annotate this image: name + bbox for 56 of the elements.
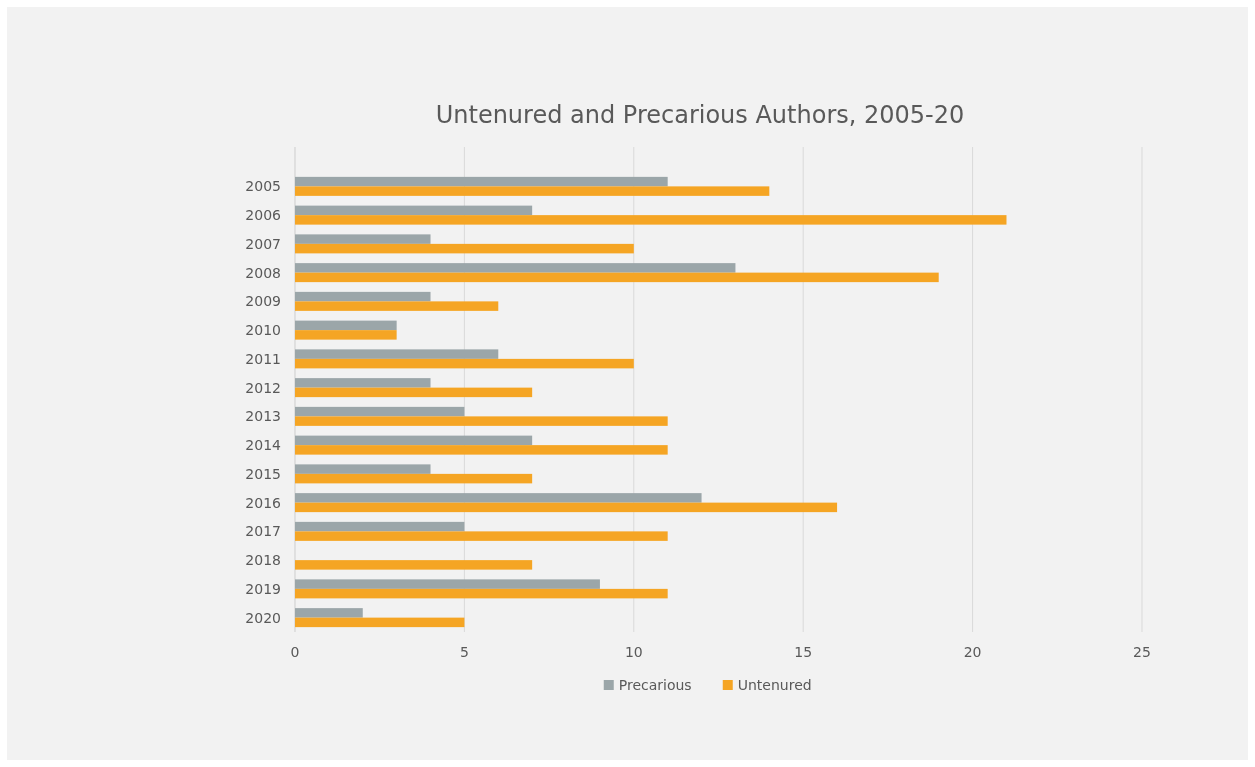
bar [295, 263, 736, 273]
bar [295, 473, 533, 484]
x-tick-label: 5 [459, 644, 469, 660]
x-tick-label: 20 [963, 644, 982, 660]
bar [295, 560, 533, 570]
y-tick-label: 2010 [245, 322, 281, 339]
y-tick-label: 2005 [245, 178, 281, 195]
bar [295, 617, 465, 628]
bar [295, 445, 668, 455]
bar [295, 521, 465, 532]
y-tick-label: 2015 [245, 465, 281, 482]
x-tick-label: 10 [624, 644, 643, 660]
bar [295, 493, 702, 503]
y-tick-label: 2009 [245, 293, 281, 310]
bar [295, 579, 600, 589]
bar [295, 186, 770, 196]
y-tick-label: 2007 [245, 235, 281, 252]
bar [295, 234, 431, 244]
bar [295, 502, 838, 513]
bar [295, 272, 939, 283]
bar [295, 531, 668, 541]
y-tick-label: 2018 [245, 552, 281, 569]
y-tick-label: 2013 [245, 408, 281, 425]
bar [295, 330, 397, 340]
x-tick-label: 25 [1133, 644, 1151, 660]
bar [295, 291, 431, 302]
bar [295, 243, 634, 254]
bar [295, 387, 533, 398]
legend-label: Precarious [618, 677, 692, 693]
y-tick-label: 2008 [245, 264, 281, 281]
chart-title: Untenured and Precarious Authors, 2005-20 [435, 101, 965, 129]
bar [295, 588, 668, 599]
y-tick-label: 2017 [245, 523, 281, 540]
y-tick-label: 2014 [245, 437, 282, 454]
bar [295, 349, 499, 359]
bar [295, 205, 533, 216]
y-tick-label: 2012 [245, 379, 281, 396]
bar [295, 608, 363, 618]
bar [295, 176, 668, 187]
x-tick-label: 15 [794, 644, 813, 660]
bar [295, 378, 431, 388]
legend-label: Untenured [737, 677, 812, 693]
y-tick-label: 2019 [245, 580, 281, 597]
bar [295, 320, 397, 331]
bar [295, 301, 499, 311]
bar [295, 435, 533, 446]
y-tick-label: 2006 [245, 207, 282, 224]
x-tick-label: 0 [290, 644, 300, 660]
y-tick-label: 2011 [245, 350, 281, 367]
bar [295, 358, 634, 369]
bar [295, 464, 431, 474]
bar [295, 406, 465, 417]
bar [295, 416, 668, 426]
y-tick-label: 2016 [245, 494, 282, 511]
y-tick-label: 2020 [245, 609, 281, 626]
bar [295, 215, 1007, 225]
